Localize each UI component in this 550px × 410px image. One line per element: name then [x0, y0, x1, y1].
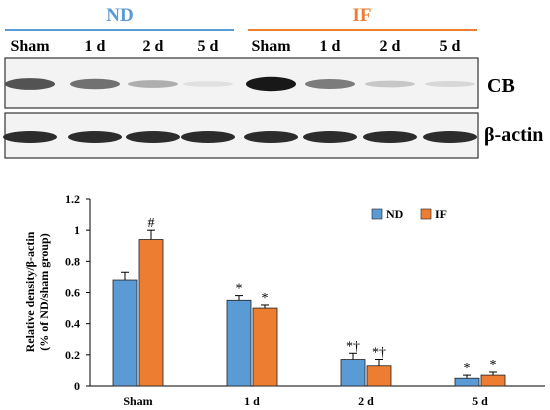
bar-if: [252, 307, 278, 387]
significance-marker: *: [464, 361, 471, 376]
y-tick-label: 0.6: [65, 286, 80, 300]
cb-band: [70, 78, 120, 90]
row-label-beta-actin: β-actin: [484, 124, 543, 146]
blot-lane-label: Sham: [251, 38, 291, 55]
significance-marker: *: [490, 358, 497, 373]
significance-marker: *: [236, 282, 243, 297]
y-tick-label: 1: [74, 223, 80, 237]
cb-bands: [5, 76, 475, 92]
y-tick-label: 0.2: [65, 348, 80, 362]
cb-band: [128, 80, 178, 88]
y-axis-label-line2: (% of ND/sham group): [37, 233, 51, 350]
y-tick-label: 0.8: [65, 254, 80, 268]
blot-lane-label: 5 d: [440, 38, 461, 55]
significance-marker: *: [262, 291, 269, 306]
cb-band: [365, 80, 415, 88]
actin-band: [126, 131, 180, 143]
actin-band: [3, 131, 57, 143]
significance-marker: #: [148, 216, 155, 231]
blot-lane-label: Sham: [10, 38, 50, 55]
bar-nd: [226, 299, 252, 387]
actin-band: [303, 131, 357, 143]
bars: # Sham * * 1 d *† *† 2 d * * 5 d: [112, 216, 506, 408]
y-ticks: 0 0.2 0.4 0.6 0.8 1 1.2: [65, 192, 90, 393]
row-label-cb: CB: [487, 75, 515, 97]
significance-marker: *†: [372, 346, 386, 361]
blot-lane-label: 1 d: [85, 38, 106, 55]
actin-band: [181, 131, 235, 143]
y-tick-label: 0.4: [65, 317, 80, 331]
legend: ND IF: [371, 207, 447, 221]
y-axis-label-line1: Relative density/β-actin: [23, 231, 37, 352]
x-tick-label: 1 d: [244, 394, 260, 408]
blot-group-label-nd: ND: [106, 5, 133, 26]
blot-lane-label: 2 d: [143, 38, 164, 55]
actin-band: [423, 131, 477, 143]
significance-marker: *†: [346, 339, 360, 354]
actin-band: [363, 131, 417, 143]
cb-band: [305, 79, 355, 89]
bar-chart: Relative density/β-actin (% of ND/sham g…: [23, 192, 545, 408]
legend-label-nd: ND: [386, 207, 404, 221]
x-tick-label: 2 d: [358, 394, 374, 408]
bar-if: [366, 365, 392, 387]
blot-lane-label: 5 d: [198, 38, 219, 55]
actin-band: [244, 131, 298, 143]
blot-lane-label: 1 d: [320, 38, 341, 55]
legend-swatch-nd: [371, 208, 383, 220]
bar-if: [480, 374, 506, 387]
bar-nd: [340, 359, 366, 387]
blot-lane-labels: Sham 1 d 2 d 5 d Sham 1 d 2 d 5 d: [10, 38, 460, 55]
actin-band: [68, 131, 122, 143]
cb-band: [5, 78, 55, 90]
x-tick-label: 5 d: [472, 394, 488, 408]
bar-nd: [112, 279, 138, 387]
x-tick-label: Sham: [123, 394, 152, 408]
legend-label-if: IF: [435, 207, 447, 221]
western-blot-panel: ND IF Sham 1 d 2 d 5 d Sham 1 d 2 d 5 d CB β-ac…: [3, 5, 543, 159]
cb-band: [183, 81, 233, 87]
bar-nd: [454, 377, 480, 387]
bar-if: [138, 239, 164, 387]
blot-lane-label: 2 d: [380, 38, 401, 55]
cb-band: [246, 76, 296, 92]
y-tick-label: 0: [74, 379, 80, 393]
y-tick-label: 1.2: [65, 192, 80, 206]
legend-swatch-if: [420, 208, 432, 220]
blot-group-label-if: IF: [353, 5, 372, 26]
cb-band: [425, 81, 475, 87]
actin-bands: [3, 131, 477, 143]
